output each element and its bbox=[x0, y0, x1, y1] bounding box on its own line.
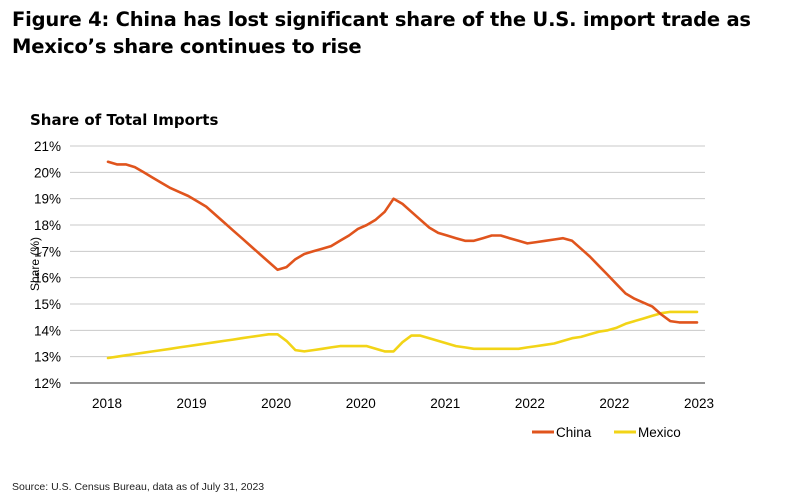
legend-label-china: China bbox=[556, 425, 592, 440]
x-tick-label: 2018 bbox=[92, 396, 122, 411]
series-lines bbox=[106, 160, 699, 360]
source-note: Source: U.S. Census Bureau, data as of J… bbox=[12, 481, 265, 493]
x-tick-label: 2022 bbox=[515, 396, 545, 411]
y-tick-label: 13% bbox=[34, 350, 61, 365]
y-axis-label: Share (%) bbox=[28, 237, 42, 291]
y-tick-label: 16% bbox=[34, 271, 61, 286]
x-tick-label: 2021 bbox=[430, 396, 460, 411]
x-tick-label: 2020 bbox=[261, 396, 291, 411]
x-tick-label: 2023 bbox=[684, 396, 714, 411]
y-tick-label: 21% bbox=[34, 139, 61, 154]
y-tick-label: 20% bbox=[34, 165, 61, 180]
x-tick-label: 2019 bbox=[177, 396, 207, 411]
y-tick-label: 19% bbox=[34, 192, 61, 207]
legend-label-mexico: Mexico bbox=[638, 425, 681, 440]
chart-title: Share of Total Imports bbox=[30, 111, 218, 129]
x-tick-label: 2022 bbox=[599, 396, 629, 411]
series-line-mexico bbox=[106, 310, 699, 360]
x-tick-label: 2020 bbox=[346, 396, 376, 411]
figure-title: Figure 4: China has lost significant sha… bbox=[12, 8, 751, 58]
legend: China Mexico bbox=[532, 425, 681, 440]
y-tick-label: 15% bbox=[34, 297, 61, 312]
y-tick-label: 17% bbox=[34, 244, 61, 259]
y-tick-label: 18% bbox=[34, 218, 61, 233]
y-tick-label: 12% bbox=[34, 376, 61, 391]
x-tick-labels: 2018 2019 2020 2020 2021 2022 2022 2023 bbox=[92, 396, 714, 411]
y-tick-label: 14% bbox=[34, 323, 61, 338]
gridlines bbox=[70, 145, 705, 384]
y-tick-labels: 12% 13% 14% 15% 16% 17% 18% 19% 20% 21% bbox=[34, 139, 61, 391]
series-line-china bbox=[106, 160, 699, 324]
